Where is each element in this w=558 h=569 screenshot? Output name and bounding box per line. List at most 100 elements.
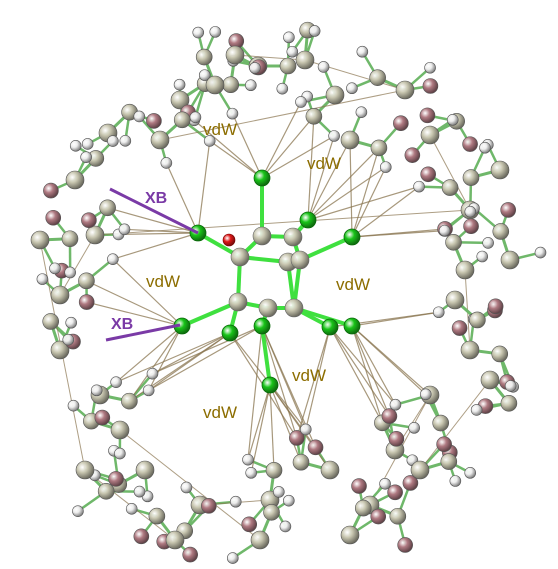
carbon-atom [445, 233, 462, 251]
vdw-label-5: vdW [292, 366, 326, 385]
central-atoms [173, 169, 361, 394]
carbon-atom [50, 285, 70, 305]
hydrogen-atom [245, 467, 257, 479]
halogen-atom [370, 508, 387, 525]
carbon-atom [250, 530, 270, 550]
carbon-atom [420, 125, 440, 145]
carbon-atom [78, 272, 95, 290]
hydrogen-atom [286, 45, 299, 58]
hydrogen-atom [36, 273, 49, 285]
carbon-atom [492, 223, 510, 240]
halogen-atom [108, 471, 124, 487]
hydrogen-atom [299, 423, 312, 436]
core-carbon-atom [290, 250, 310, 270]
carbon-atom [173, 111, 191, 129]
hydrogen-atom [308, 25, 321, 37]
hydrogen-atom [379, 477, 391, 490]
hydrogen-atom [118, 223, 131, 236]
core-carbon-atom [228, 292, 248, 312]
vdw-label-1: vdW [203, 120, 237, 139]
hydrogen-atom [229, 495, 242, 508]
carbon-atom [121, 392, 138, 410]
carbon-atom [75, 460, 95, 480]
carbon-atom [205, 75, 225, 95]
carbon-atom [279, 57, 297, 75]
oxygen-atom [222, 233, 236, 247]
halogen-atom [43, 182, 59, 199]
hydrogen-atom [449, 475, 462, 487]
carbon-atom [389, 507, 407, 525]
carbon-atom [170, 90, 190, 110]
xb-contact-line-2 [105, 323, 181, 342]
hydrogen-atom [328, 130, 340, 142]
carbon-atom [50, 340, 70, 360]
hydrogen-atom [209, 26, 222, 38]
green-atom [343, 317, 361, 335]
hydrogen-atom [81, 138, 94, 150]
halogen-atom [133, 528, 150, 545]
halogen-atom [146, 113, 162, 129]
carbon-atom [265, 461, 283, 479]
halogen-atom [436, 436, 452, 453]
carbon-atom [195, 48, 213, 66]
hydrogen-atom [107, 253, 119, 265]
core-carbon-atom [258, 298, 278, 318]
hydrogen-atom [464, 205, 477, 218]
carbon-atom [340, 130, 360, 150]
carbon-atom [500, 395, 518, 412]
hydrogen-atom [65, 316, 77, 329]
halogen-atom [420, 166, 436, 183]
hydrogen-atom [283, 31, 295, 44]
hydrogen-atom [249, 62, 261, 74]
hydrogen-atom [346, 82, 358, 95]
hydrogen-atom [279, 520, 292, 533]
hydrogen-atom [283, 494, 295, 507]
carbon-atom [440, 453, 458, 470]
halogen-atom [381, 408, 398, 424]
carbon-atom [370, 139, 388, 157]
carbon-atom [460, 340, 480, 360]
hydrogen-atom [189, 111, 202, 124]
hydrogen-atom [273, 486, 285, 498]
hydrogen-atom [408, 422, 420, 434]
carbon-atom [491, 345, 509, 363]
xb-label-1: XB [145, 190, 167, 207]
carbon-atom [340, 525, 360, 545]
hydrogen-atom [192, 26, 205, 39]
carbon-atom [455, 260, 475, 280]
hydrogen-atom [198, 69, 211, 81]
halogen-atom [78, 294, 95, 310]
green-atom [321, 318, 339, 336]
carbon-atom [222, 76, 240, 93]
hydrogen-atom [142, 384, 155, 397]
hydrogen-atom [160, 157, 173, 169]
carbon-atom [305, 108, 323, 125]
core-carbon-atom [252, 226, 272, 246]
hydrogen-atom [133, 485, 146, 498]
carbon-atom [441, 179, 459, 196]
halogen-atom [289, 430, 305, 446]
carbon-atom [85, 225, 105, 245]
halogen-atom [201, 498, 217, 514]
carbon-atom [462, 169, 480, 186]
hydrogen-atom [90, 384, 103, 397]
carbon-atom [30, 230, 50, 250]
hydrogen-atom [49, 262, 61, 275]
hydrogen-atom [180, 481, 193, 494]
carbon-atom [469, 311, 486, 329]
halogen-atom [388, 431, 405, 447]
halogen-atom [81, 212, 97, 229]
hydrogen-atom [67, 399, 80, 412]
hydrogen-atom [438, 224, 451, 237]
halogen-atom [94, 409, 111, 426]
hydrogen-atom [432, 306, 445, 319]
halogen-atom [45, 209, 62, 226]
halogen-atom [182, 546, 198, 563]
vdw-label-4: vdW [336, 275, 370, 294]
carbon-atom [99, 199, 116, 217]
carbon-atom [410, 460, 430, 480]
hydrogen-atom [295, 96, 307, 108]
outer-atoms [30, 21, 547, 564]
hydrogen-atom [226, 552, 239, 564]
